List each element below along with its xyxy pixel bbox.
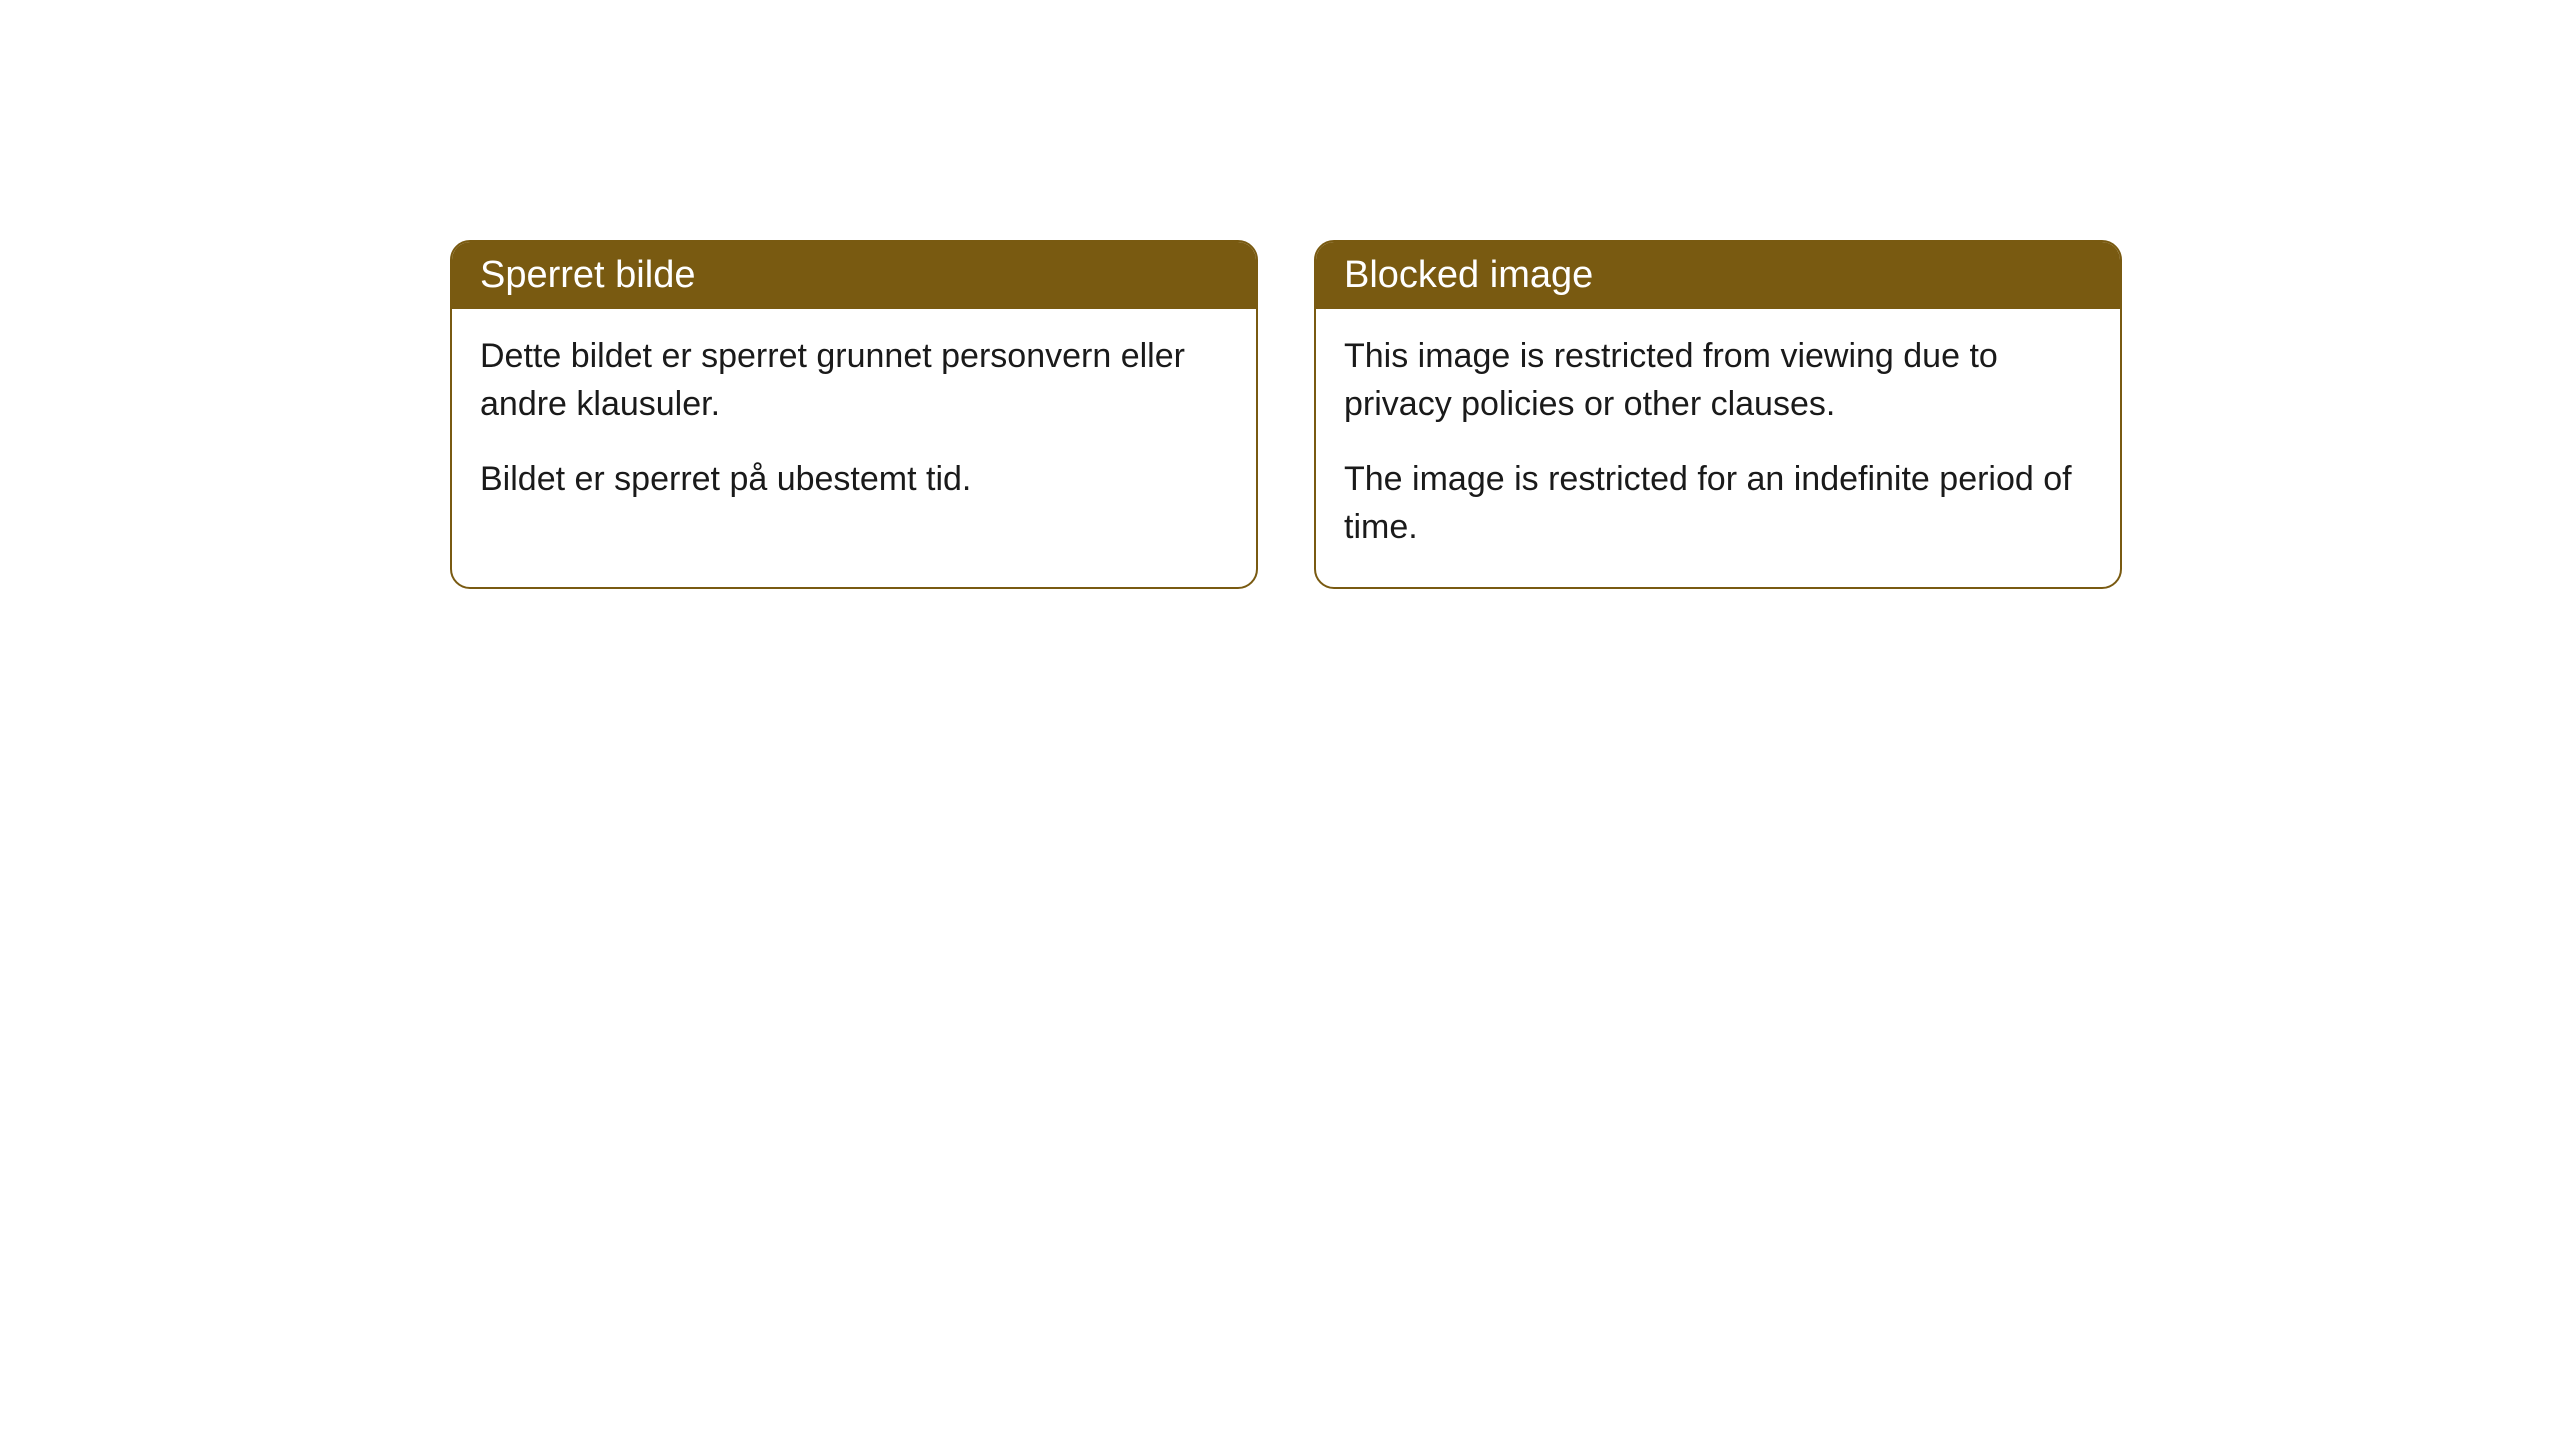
card-body: Dette bildet er sperret grunnet personve… (452, 309, 1256, 540)
card-title: Blocked image (1344, 254, 1593, 296)
blocked-image-card-norwegian: Sperret bilde Dette bildet er sperret gr… (450, 240, 1258, 589)
card-paragraph: This image is restricted from viewing du… (1344, 333, 2092, 428)
blocked-image-card-english: Blocked image This image is restricted f… (1314, 240, 2122, 589)
notice-cards-container: Sperret bilde Dette bildet er sperret gr… (0, 0, 2560, 589)
card-body: This image is restricted from viewing du… (1316, 309, 2120, 587)
card-paragraph: The image is restricted for an indefinit… (1344, 456, 2092, 551)
card-header: Blocked image (1316, 242, 2120, 309)
card-paragraph: Dette bildet er sperret grunnet personve… (480, 333, 1228, 428)
card-paragraph: Bildet er sperret på ubestemt tid. (480, 456, 1228, 504)
card-header: Sperret bilde (452, 242, 1256, 309)
card-title: Sperret bilde (480, 254, 695, 296)
